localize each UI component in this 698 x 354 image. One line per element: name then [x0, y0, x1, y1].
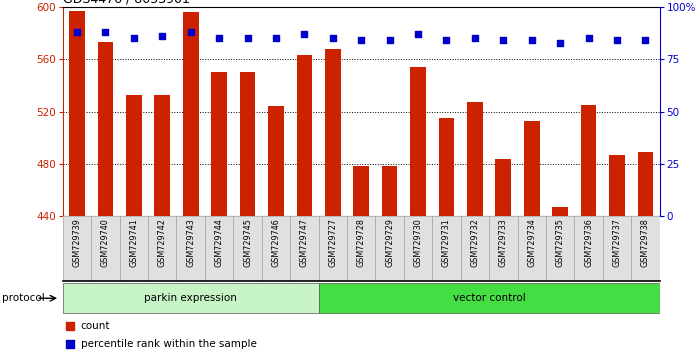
- Bar: [205, 216, 233, 281]
- Bar: [496, 159, 511, 216]
- Point: [355, 38, 366, 43]
- Point: [71, 29, 82, 35]
- Bar: [119, 216, 148, 281]
- Text: GSM729728: GSM729728: [357, 218, 366, 267]
- Bar: [552, 207, 568, 216]
- Text: GSM729733: GSM729733: [499, 218, 508, 267]
- Text: GSM729732: GSM729732: [470, 218, 480, 267]
- Point: [611, 38, 623, 43]
- Bar: [183, 12, 198, 216]
- Text: GSM729727: GSM729727: [328, 218, 337, 267]
- Point: [100, 29, 111, 35]
- Text: GDS4476 / 8053901: GDS4476 / 8053901: [63, 0, 190, 6]
- Text: GSM729744: GSM729744: [214, 218, 223, 267]
- Bar: [461, 216, 489, 281]
- Bar: [98, 42, 113, 216]
- Point: [421, 272, 432, 278]
- Bar: [233, 216, 262, 281]
- Bar: [318, 283, 660, 313]
- Point: [526, 38, 537, 43]
- Bar: [581, 105, 596, 216]
- Point: [156, 34, 168, 39]
- Bar: [631, 216, 660, 281]
- Bar: [609, 155, 625, 216]
- Bar: [603, 216, 631, 281]
- Text: parkin expression: parkin expression: [144, 293, 237, 303]
- Text: GSM729740: GSM729740: [101, 218, 110, 267]
- Bar: [297, 55, 312, 216]
- Point: [270, 35, 281, 41]
- Text: GSM729734: GSM729734: [527, 218, 536, 267]
- Bar: [268, 106, 284, 216]
- Text: GSM729729: GSM729729: [385, 218, 394, 267]
- Text: GSM729735: GSM729735: [556, 218, 565, 267]
- Text: vector control: vector control: [453, 293, 526, 303]
- Bar: [63, 216, 91, 281]
- Bar: [517, 216, 546, 281]
- Bar: [546, 216, 574, 281]
- Bar: [69, 11, 85, 216]
- Bar: [347, 216, 376, 281]
- Bar: [410, 67, 426, 216]
- Bar: [574, 216, 603, 281]
- Bar: [637, 152, 653, 216]
- Bar: [318, 216, 347, 281]
- Text: GSM729736: GSM729736: [584, 218, 593, 267]
- Text: percentile rank within the sample: percentile rank within the sample: [81, 339, 257, 349]
- Point: [185, 29, 196, 35]
- Text: GSM729730: GSM729730: [413, 218, 422, 267]
- Point: [384, 38, 395, 43]
- Bar: [262, 216, 290, 281]
- Text: GSM729745: GSM729745: [243, 218, 252, 267]
- Bar: [325, 49, 341, 216]
- Point: [498, 38, 509, 43]
- Bar: [239, 72, 255, 216]
- Text: GSM729741: GSM729741: [129, 218, 138, 267]
- Point: [469, 35, 480, 41]
- Text: GSM729747: GSM729747: [300, 218, 309, 267]
- Bar: [211, 72, 227, 216]
- Point: [583, 35, 594, 41]
- Text: GSM729731: GSM729731: [442, 218, 451, 267]
- Bar: [382, 166, 397, 216]
- Bar: [489, 216, 517, 281]
- Point: [421, 105, 432, 110]
- Point: [128, 35, 140, 41]
- Text: GSM729742: GSM729742: [158, 218, 167, 267]
- Text: GSM729743: GSM729743: [186, 218, 195, 267]
- Point: [299, 32, 310, 37]
- Point: [242, 35, 253, 41]
- Point: [327, 35, 339, 41]
- Text: GSM729739: GSM729739: [73, 218, 82, 267]
- Bar: [353, 166, 369, 216]
- Bar: [177, 216, 205, 281]
- Bar: [524, 121, 540, 216]
- Bar: [438, 118, 454, 216]
- Bar: [467, 102, 483, 216]
- Bar: [154, 95, 170, 216]
- Bar: [376, 216, 404, 281]
- Bar: [63, 283, 318, 313]
- Text: GSM729737: GSM729737: [612, 218, 621, 267]
- Text: count: count: [81, 321, 110, 331]
- Text: protocol: protocol: [2, 293, 45, 303]
- Point: [554, 40, 565, 45]
- Point: [441, 38, 452, 43]
- Bar: [126, 95, 142, 216]
- Bar: [91, 216, 119, 281]
- Text: GSM729738: GSM729738: [641, 218, 650, 267]
- Point: [413, 32, 424, 37]
- Bar: [432, 216, 461, 281]
- Point: [214, 35, 225, 41]
- Point: [640, 38, 651, 43]
- Text: GSM729746: GSM729746: [272, 218, 281, 267]
- Bar: [290, 216, 318, 281]
- Bar: [404, 216, 432, 281]
- Bar: [148, 216, 177, 281]
